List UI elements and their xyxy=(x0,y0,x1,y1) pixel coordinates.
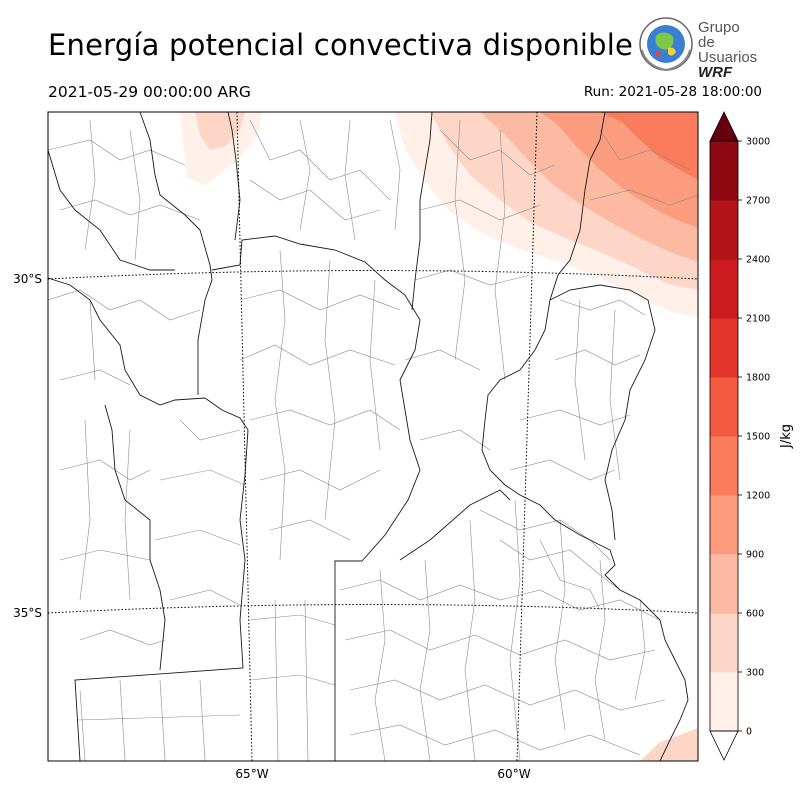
border-mendoza-sanluis xyxy=(104,404,166,671)
colorbar-segment xyxy=(710,554,738,614)
colorbar-segment xyxy=(710,495,738,555)
logo-text-line3: WRF xyxy=(698,64,733,81)
map-frame xyxy=(47,111,699,762)
colorbar-tick-label: 2400 xyxy=(746,255,770,266)
colorbar-tick-label: 2700 xyxy=(746,196,770,207)
lat-label-30s: 30°S xyxy=(13,272,42,286)
globe-emblem-icon xyxy=(639,17,693,72)
border-catamarca xyxy=(227,112,241,241)
colorbar-segment xyxy=(710,436,738,496)
colorbar-tick-label: 3000 xyxy=(746,137,770,148)
colorbar-tick-label: 1500 xyxy=(746,432,770,443)
colorbar-tick-label: 1200 xyxy=(746,491,770,502)
colorbar-segment xyxy=(710,377,738,437)
map-panel xyxy=(47,111,699,762)
valid-time: 2021-05-29 00:00:00 ARG xyxy=(48,83,251,101)
colorbar-segment xyxy=(710,318,738,378)
department-boundaries xyxy=(48,119,698,761)
border-north-1 xyxy=(139,112,213,395)
lon-label-65w: 65°W xyxy=(235,767,268,781)
colorbar-label: J/kg xyxy=(779,424,794,449)
lat-label-35s: 35°S xyxy=(13,606,42,620)
coast-rioplata xyxy=(604,549,689,761)
colorbar-segment xyxy=(710,259,738,319)
parallel-30s-line xyxy=(48,270,698,280)
colorbar-tick-label: 2100 xyxy=(746,314,770,325)
page-title: Energía potencial convectiva disponible xyxy=(48,28,634,62)
colorbar-tick-label: 900 xyxy=(746,550,764,561)
colorbar-segment xyxy=(710,672,738,732)
lon-label-60w: 60°W xyxy=(497,767,530,781)
logo-text-line1: Grupo de xyxy=(698,19,740,51)
colorbar-tick-label: 0 xyxy=(746,727,752,738)
cape-patch-northwest-2 xyxy=(195,112,245,150)
parallel-35s-line xyxy=(48,604,698,614)
run-time: Run: 2021-05-28 18:00:00 xyxy=(583,84,762,100)
colorbar-tick-label: 1800 xyxy=(746,373,770,384)
border-buenosaires-ne xyxy=(399,489,511,561)
graticule xyxy=(48,112,698,761)
wrf-users-logo: Grupo de Usuarios WRF xyxy=(638,16,758,80)
cape-band-1200-1500 xyxy=(600,112,698,180)
colorbar-tick-label: 300 xyxy=(746,668,764,679)
border-west-2 xyxy=(74,397,249,761)
border-west-1 xyxy=(48,277,206,406)
colorbar-segment xyxy=(710,613,738,673)
border-santafe-east xyxy=(481,112,611,551)
colorbar-tick-label: 600 xyxy=(746,609,764,620)
logo-text-line2: Usuarios xyxy=(698,49,758,66)
border-entrerios xyxy=(549,284,656,541)
province-boundaries xyxy=(48,112,689,761)
colorbar-segment xyxy=(710,141,738,201)
graticule-labels: 30°S 35°S 65°W 60°W xyxy=(13,272,531,781)
colorbar-segment xyxy=(710,200,738,260)
colorbar-extend-over xyxy=(709,111,739,142)
border-cordoba-santafe xyxy=(411,112,433,311)
colorbar-extend-under xyxy=(709,730,739,761)
border-buenosaires-north xyxy=(334,560,362,761)
border-upper-left xyxy=(48,149,175,271)
cape-patch-southeast xyxy=(640,728,698,761)
colorbar: 0 300 600 900 1200 1500 1800 2100 2400 2700 3000 xyxy=(709,111,770,761)
